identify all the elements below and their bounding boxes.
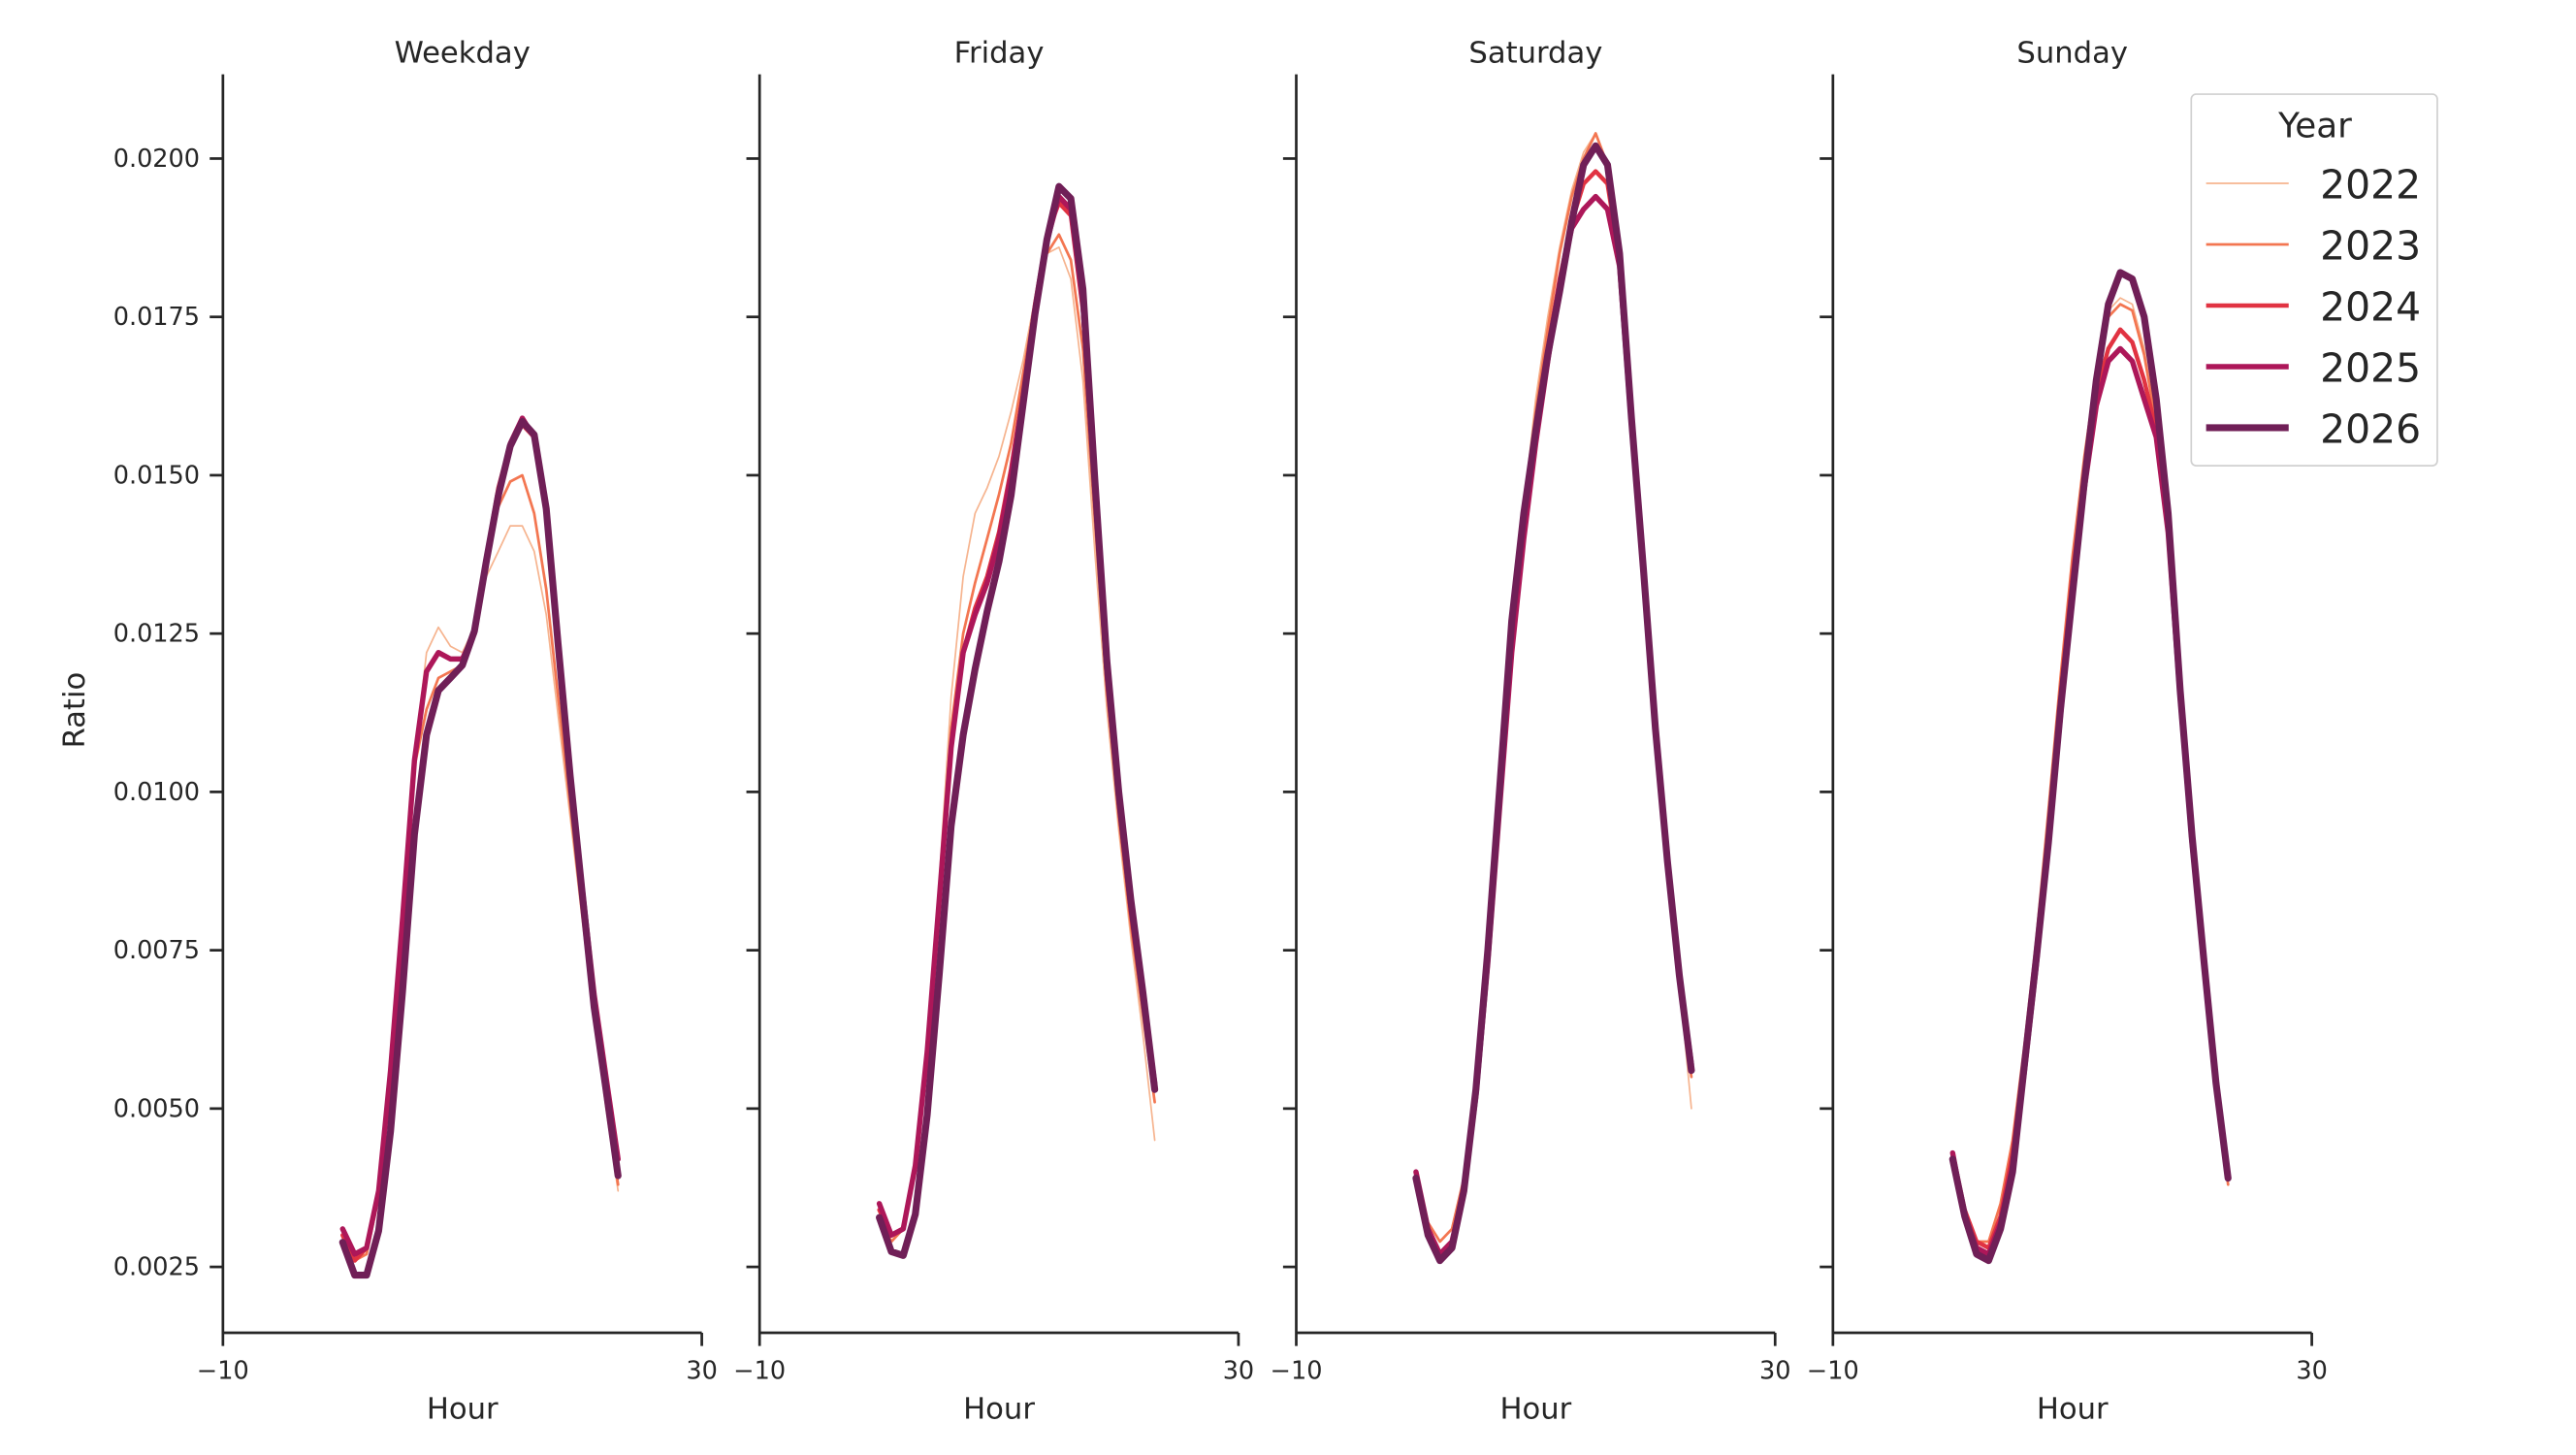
x-tick-label: −10 [1271, 1357, 1323, 1386]
x-axis-label: Hour [963, 1393, 1035, 1427]
legend-label: 2024 [2320, 283, 2421, 330]
legend-item-2024: 2024 [2206, 283, 2421, 330]
x-tick-label: 30 [1223, 1357, 1254, 1386]
legend-item-2023: 2023 [2206, 222, 2421, 269]
legend-label: 2023 [2320, 222, 2421, 269]
x-tick-label: 30 [1759, 1357, 1790, 1386]
y-tick-label: 0.0200 [113, 145, 200, 174]
legend-item-2022: 2022 [2206, 161, 2421, 208]
y-tick-label: 0.0025 [113, 1253, 200, 1282]
series-line-2026 [1412, 142, 1695, 1265]
y-axis-label: Ratio [58, 672, 92, 749]
series-line-2026 [338, 417, 622, 1279]
panel-title: Saturday [1468, 37, 1602, 71]
legend-label: 2025 [2320, 344, 2421, 391]
panel-title: Weekday [395, 37, 531, 71]
panel-title: Sunday [2016, 37, 2128, 71]
y-tick-label: 0.0150 [113, 461, 200, 490]
y-tick-label: 0.0100 [113, 778, 200, 807]
y-tick-label: 0.0075 [113, 936, 200, 965]
legend: Year 2022 2023 2024 2025 2026 [2190, 93, 2438, 467]
x-tick-label: 30 [2296, 1357, 2327, 1386]
x-tick-label: −10 [733, 1357, 786, 1386]
series-line-2026 [1948, 269, 2232, 1265]
y-tick-label: 0.0125 [113, 620, 200, 649]
y-tick-label: 0.0050 [113, 1094, 200, 1123]
legend-label: 2026 [2320, 405, 2421, 452]
panel-saturday: Saturday −10 30 Hour [1271, 37, 1791, 1427]
y-tick-label: 0.0175 [113, 303, 200, 332]
legend-item-2025: 2025 [2206, 344, 2421, 391]
x-axis-label: Hour [1499, 1393, 1571, 1427]
legend-title: Year [2277, 106, 2352, 146]
panel-weekday: Weekday 0.0025 0.0050 0.0075 0.0100 0.0125 0.0… [113, 37, 718, 1427]
series-line-2026 [876, 182, 1159, 1259]
x-tick-label: −10 [197, 1357, 249, 1386]
series-line-2025 [1413, 193, 1694, 1257]
legend-item-2026: 2026 [2206, 405, 2421, 452]
panel-friday: Friday −10 30 Hour [733, 37, 1254, 1427]
panel-sunday: Sunday −10 30 Hour [1807, 37, 2328, 1427]
panel-title: Friday [954, 37, 1045, 71]
legend-label: 2022 [2320, 161, 2421, 208]
panels: Weekday 0.0025 0.0050 0.0075 0.0100 0.0125 0.0… [113, 37, 2328, 1427]
x-tick-label: 30 [686, 1357, 717, 1386]
x-tick-label: −10 [1807, 1357, 1859, 1386]
x-axis-label: Hour [427, 1393, 499, 1427]
x-axis-label: Hour [2037, 1393, 2109, 1427]
legend-frame [2190, 93, 2438, 467]
